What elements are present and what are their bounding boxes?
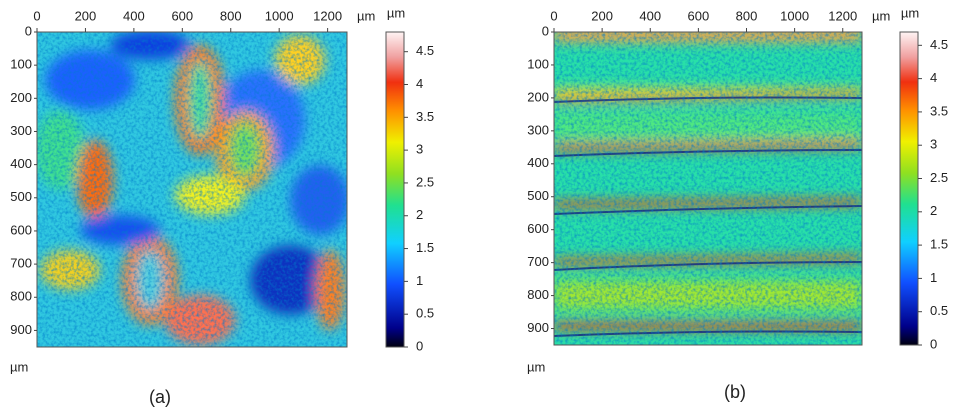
colorbar-tick-label: 1.5	[930, 237, 948, 252]
y-tick-label: 900	[10, 322, 32, 337]
colorbar-tick-label: 0	[416, 338, 423, 353]
height-map	[554, 32, 862, 345]
y-tick-label: 800	[10, 289, 32, 304]
y-tick-label: 400	[527, 155, 549, 170]
x-tick-label: 600	[688, 8, 710, 23]
colorbar-tick-label: 0.5	[930, 303, 948, 318]
colorbar-tick-label: 1	[416, 273, 423, 288]
y-tick-label: 200	[10, 90, 32, 105]
colorbar-tick-label: 3	[930, 137, 937, 152]
x-tick-label: 400	[639, 8, 661, 23]
x-tick-label: 1200	[313, 8, 342, 23]
colorbar-tick-label: 3.5	[930, 103, 948, 118]
x-tick-label: 0	[550, 8, 557, 23]
y-tick-label: 0	[542, 23, 549, 38]
colorbar-unit: µm	[901, 5, 919, 20]
colorbar-tick-label: 2	[930, 203, 937, 218]
y-tick-label: 500	[10, 189, 32, 204]
colorbar	[899, 31, 919, 346]
colorbar-tick-label: 2	[416, 207, 423, 222]
y-tick-label: 100	[10, 57, 32, 72]
colorbar-tick-label: 4	[416, 76, 423, 91]
plot-frame	[36, 31, 348, 348]
panel-label: (a)	[149, 387, 171, 407]
colorbar-tick-label: 4.5	[416, 43, 434, 58]
x-tick-label: 400	[123, 8, 145, 23]
colorbar-tick-label: 0.5	[416, 306, 434, 321]
y-tick-label: 0	[25, 23, 32, 38]
x-unit: µm	[357, 8, 375, 23]
y-tick-label: 100	[527, 56, 549, 71]
colorbar-tick-label: 3.5	[416, 109, 434, 124]
colorbar-tick-label: 1.5	[416, 240, 434, 255]
y-tick-label: 700	[10, 256, 32, 271]
y-tick-label: 200	[527, 89, 549, 104]
y-unit: µm	[10, 359, 28, 374]
y-tick-label: 800	[527, 287, 549, 302]
y-unit: µm	[527, 359, 545, 374]
y-tick-label: 400	[10, 156, 32, 171]
panel-label: (b)	[724, 382, 746, 402]
y-tick-label: 500	[527, 188, 549, 203]
colorbar-tick-label: 4.5	[930, 37, 948, 52]
colorbar-unit: µm	[387, 5, 405, 20]
x-tick-label: 1200	[828, 8, 857, 23]
x-tick-label: 1000	[265, 8, 294, 23]
y-tick-label: 300	[10, 123, 32, 138]
y-tick-label: 300	[527, 122, 549, 137]
x-tick-label: 200	[75, 8, 97, 23]
y-tick-label: 600	[527, 221, 549, 236]
x-tick-label: 0	[33, 8, 40, 23]
colorbar-tick-label: 4	[930, 70, 937, 85]
colorbar-tick-label: 1	[930, 270, 937, 285]
x-tick-label: 800	[736, 8, 758, 23]
height-map	[37, 32, 347, 347]
x-tick-label: 600	[171, 8, 193, 23]
colorbar-tick-label: 0	[930, 336, 937, 351]
x-tick-label: 800	[220, 8, 242, 23]
y-tick-label: 600	[10, 222, 32, 237]
y-tick-label: 700	[527, 254, 549, 269]
colorbar-tick-label: 2.5	[930, 170, 948, 185]
y-tick-label: 900	[527, 320, 549, 335]
plot-frame	[553, 31, 863, 346]
colorbar-tick-label: 2.5	[416, 174, 434, 189]
x-unit: µm	[872, 8, 890, 23]
colorbar-tick-label: 3	[416, 142, 423, 157]
colorbar	[385, 31, 405, 348]
x-tick-label: 200	[591, 8, 613, 23]
x-tick-label: 1000	[780, 8, 809, 23]
